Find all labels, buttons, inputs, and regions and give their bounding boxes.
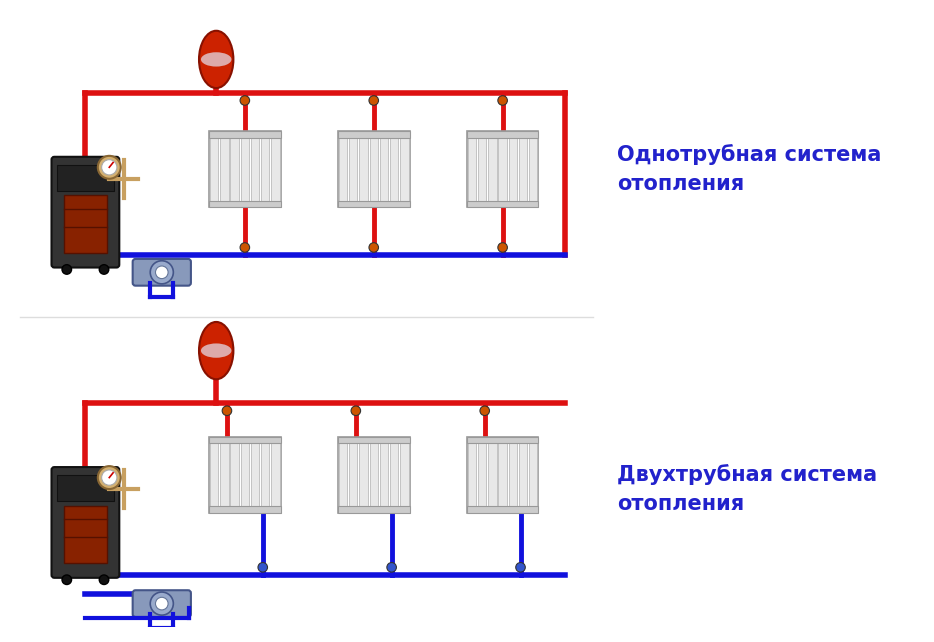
Ellipse shape bbox=[199, 322, 234, 379]
Bar bbox=[339, 440, 347, 509]
Bar bbox=[349, 135, 358, 204]
Ellipse shape bbox=[201, 52, 232, 67]
Bar bbox=[401, 135, 408, 204]
Bar bbox=[401, 440, 408, 509]
Bar bbox=[380, 440, 389, 509]
Circle shape bbox=[62, 265, 72, 274]
Bar bbox=[251, 135, 260, 204]
Bar bbox=[467, 131, 538, 137]
Bar bbox=[509, 135, 517, 204]
Circle shape bbox=[155, 266, 168, 279]
Bar bbox=[209, 201, 280, 207]
Bar bbox=[272, 440, 279, 509]
Bar bbox=[210, 440, 219, 509]
Bar bbox=[338, 506, 409, 513]
Circle shape bbox=[98, 466, 120, 489]
Bar bbox=[390, 135, 398, 204]
Bar bbox=[349, 440, 358, 509]
FancyBboxPatch shape bbox=[51, 467, 120, 578]
Bar bbox=[468, 440, 476, 509]
Circle shape bbox=[516, 562, 525, 572]
Bar bbox=[467, 201, 538, 207]
Bar bbox=[338, 131, 409, 207]
Circle shape bbox=[498, 96, 507, 105]
Bar bbox=[209, 131, 280, 137]
Bar bbox=[220, 440, 229, 509]
Bar bbox=[499, 440, 507, 509]
Circle shape bbox=[155, 597, 168, 610]
Bar bbox=[467, 437, 538, 513]
Circle shape bbox=[150, 592, 174, 615]
Ellipse shape bbox=[199, 31, 234, 88]
Bar bbox=[338, 131, 409, 137]
Bar bbox=[57, 475, 114, 501]
Bar bbox=[478, 135, 487, 204]
Bar bbox=[488, 440, 497, 509]
FancyBboxPatch shape bbox=[133, 590, 191, 617]
Bar bbox=[64, 195, 107, 253]
Bar bbox=[519, 135, 527, 204]
Bar bbox=[339, 135, 347, 204]
Bar bbox=[209, 506, 280, 513]
Bar bbox=[530, 440, 537, 509]
Circle shape bbox=[222, 406, 232, 415]
Circle shape bbox=[369, 243, 378, 252]
Bar bbox=[360, 135, 368, 204]
Circle shape bbox=[240, 96, 249, 105]
Bar bbox=[380, 135, 389, 204]
Bar bbox=[272, 135, 279, 204]
Bar bbox=[467, 131, 538, 207]
Text: Двухтрубная система
отопления: Двухтрубная система отопления bbox=[617, 464, 877, 514]
Bar bbox=[488, 135, 497, 204]
Bar bbox=[468, 135, 476, 204]
Circle shape bbox=[102, 470, 117, 485]
FancyBboxPatch shape bbox=[133, 259, 191, 286]
Circle shape bbox=[387, 562, 396, 572]
Bar bbox=[370, 440, 378, 509]
Bar bbox=[231, 440, 239, 509]
Bar bbox=[220, 135, 229, 204]
Circle shape bbox=[351, 406, 361, 415]
Circle shape bbox=[99, 575, 108, 584]
Ellipse shape bbox=[201, 343, 232, 358]
Circle shape bbox=[369, 96, 378, 105]
Bar bbox=[241, 440, 249, 509]
Bar bbox=[338, 437, 409, 443]
Bar bbox=[530, 135, 537, 204]
Bar bbox=[262, 135, 270, 204]
Text: Однотрубная система
отопления: Однотрубная система отопления bbox=[617, 144, 882, 195]
Circle shape bbox=[99, 265, 108, 274]
Circle shape bbox=[258, 562, 267, 572]
Bar bbox=[467, 437, 538, 443]
Circle shape bbox=[480, 406, 489, 415]
Bar bbox=[262, 440, 270, 509]
Bar bbox=[390, 440, 398, 509]
Bar bbox=[519, 440, 527, 509]
FancyBboxPatch shape bbox=[51, 157, 120, 268]
Bar bbox=[338, 201, 409, 207]
Circle shape bbox=[98, 156, 120, 178]
Bar bbox=[467, 506, 538, 513]
Circle shape bbox=[498, 243, 507, 252]
Bar bbox=[478, 440, 487, 509]
Bar bbox=[241, 135, 249, 204]
Bar bbox=[251, 440, 260, 509]
Bar bbox=[370, 135, 378, 204]
Bar bbox=[231, 135, 239, 204]
Bar bbox=[360, 440, 368, 509]
Bar bbox=[209, 437, 280, 443]
Bar bbox=[57, 165, 114, 191]
Circle shape bbox=[102, 160, 117, 175]
Bar bbox=[209, 437, 280, 513]
Bar bbox=[509, 440, 517, 509]
Bar bbox=[210, 135, 219, 204]
Circle shape bbox=[240, 243, 249, 252]
Circle shape bbox=[150, 261, 174, 284]
Bar bbox=[64, 506, 107, 564]
Bar bbox=[499, 135, 507, 204]
Bar bbox=[338, 437, 409, 513]
Circle shape bbox=[62, 575, 72, 584]
Bar bbox=[209, 131, 280, 207]
